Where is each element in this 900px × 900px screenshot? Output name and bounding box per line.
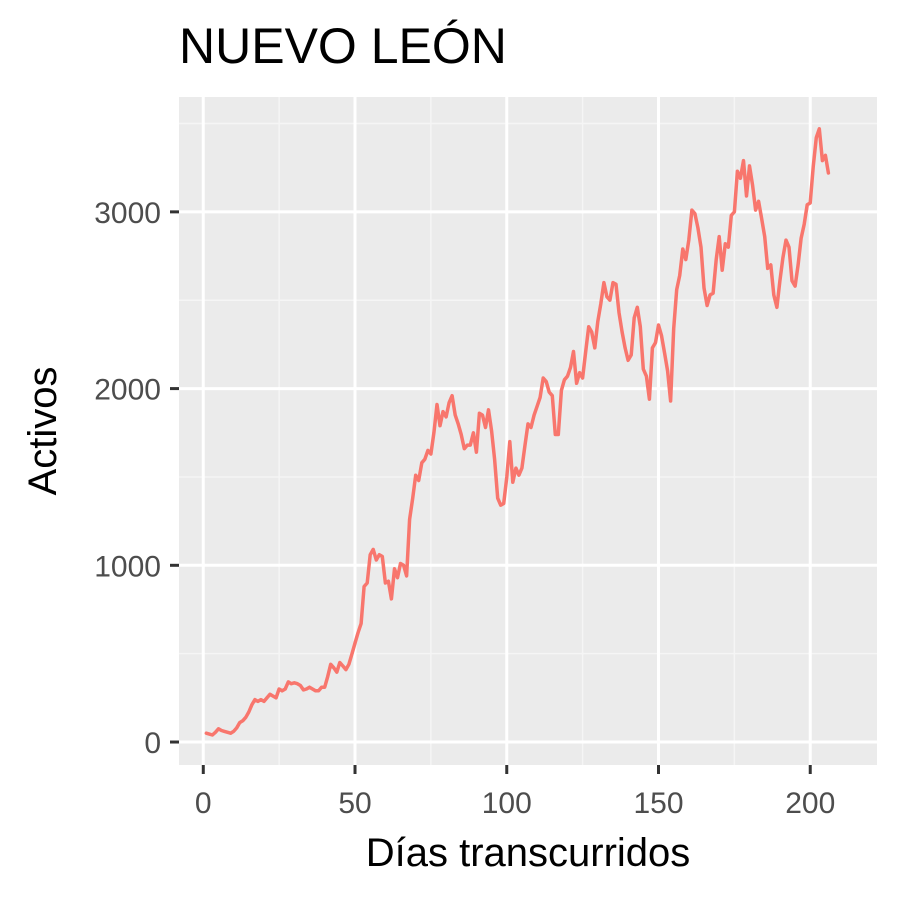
series-line [204,127,831,737]
series-layer [204,127,831,737]
x-axis: 0 50 100 150 200 [195,765,835,820]
y-tick-label: 2000 [94,374,161,407]
y-axis-title: Activos [21,367,65,496]
y-tick-label: 1000 [94,550,161,583]
x-tick-label: 0 [195,787,212,820]
chart-title: NUEVO LEÓN [179,18,507,74]
y-tick-label: 3000 [94,197,161,230]
x-tick-label: 200 [785,787,835,820]
x-tick-label: 150 [633,787,683,820]
y-tick-label: 0 [144,727,161,760]
x-tick-label: 100 [482,787,532,820]
x-tick-label: 50 [338,787,371,820]
y-axis: 0 1000 2000 3000 [94,197,179,760]
x-axis-title: Días transcurridos [366,831,691,875]
major-gridlines [179,97,877,765]
